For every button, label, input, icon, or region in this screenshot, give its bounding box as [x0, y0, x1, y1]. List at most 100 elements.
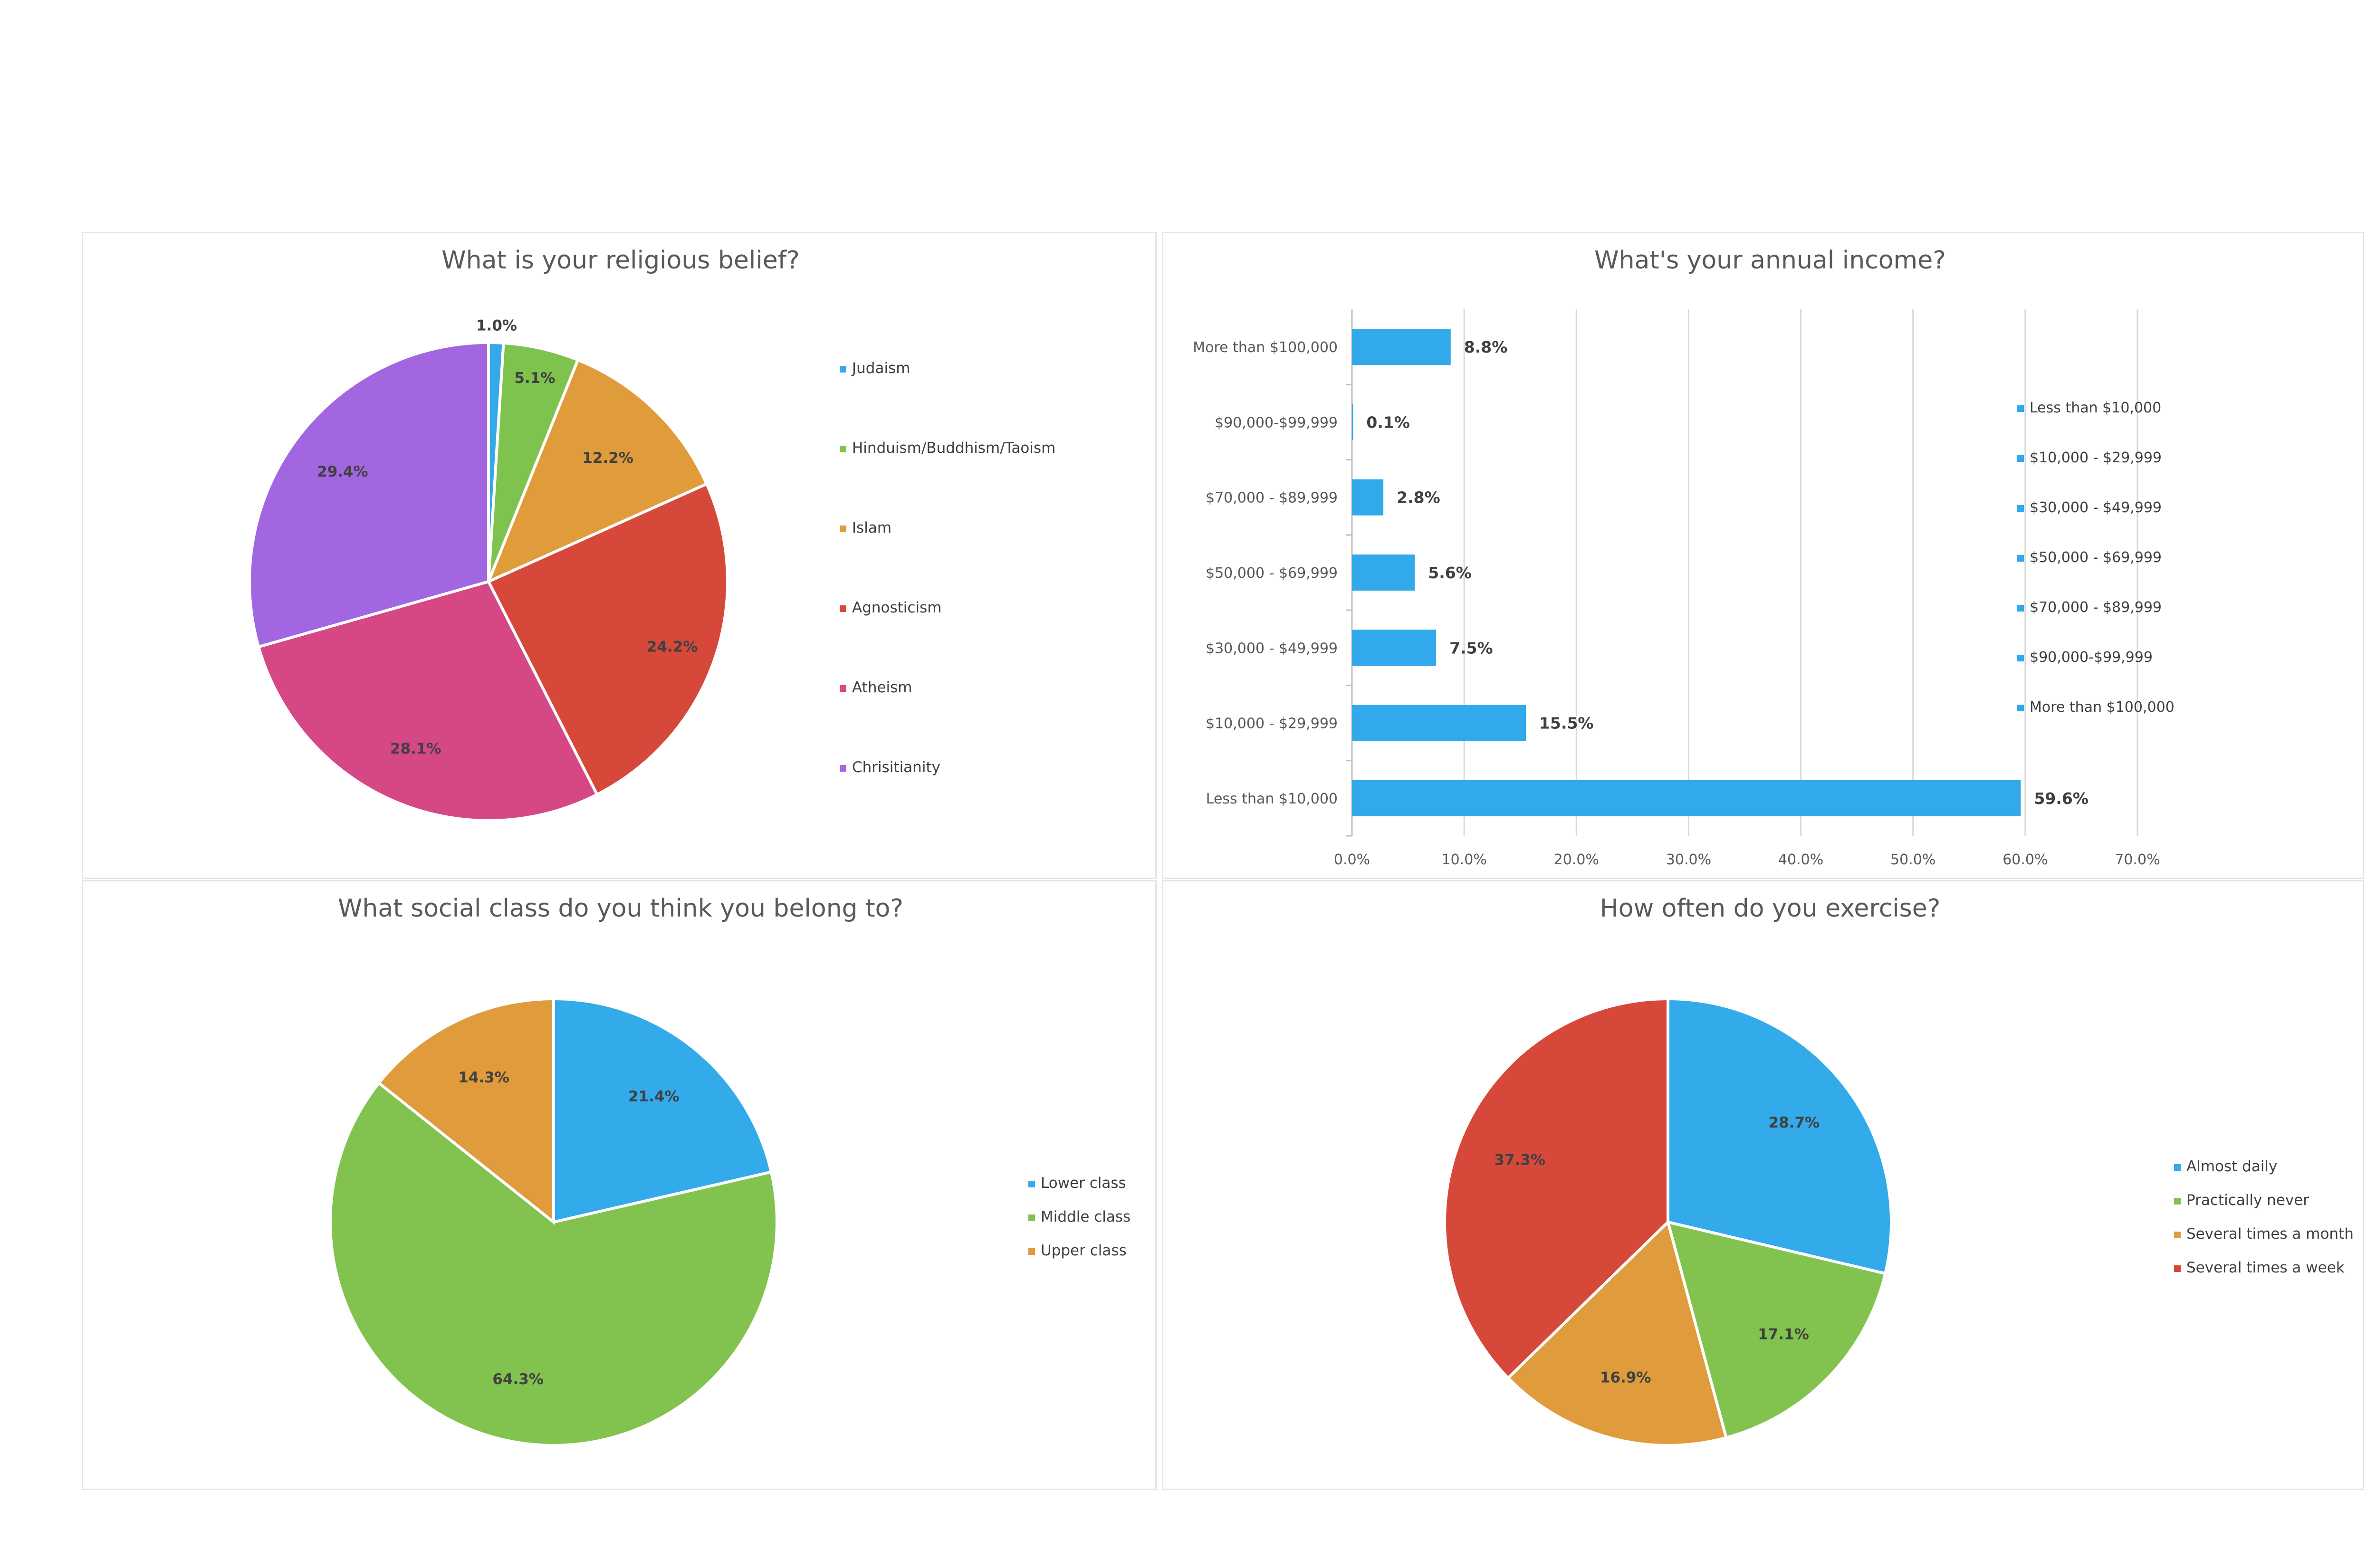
x-tick-label: 20.0%	[1554, 851, 1599, 868]
legend-label: Almost daily	[2186, 1158, 2277, 1175]
legend-swatch	[1028, 1181, 1035, 1187]
chart-title: What's your annual income?	[1594, 246, 1946, 275]
pie-slice	[257, 580, 599, 822]
y-tick-label: More than $100,000	[1193, 339, 1338, 356]
legend-swatch	[840, 526, 846, 532]
data-label: 5.6%	[1428, 564, 1472, 582]
data-label: 1.0%	[476, 317, 517, 334]
legend-swatch	[840, 446, 846, 452]
data-label: 0.1%	[1366, 413, 1410, 431]
religion-chart-panel: What is your religious belief? 1.0% 5.1% 12…	[82, 232, 1157, 879]
bar	[1352, 630, 1437, 666]
legend-label: $70,000 - $89,999	[2030, 599, 2162, 616]
pie-slice	[1443, 997, 1669, 1380]
legend-swatch	[2174, 1164, 2181, 1171]
data-label: 37.3%	[1494, 1152, 1545, 1169]
legend-label: Hinduism/Buddhism/Taoism	[852, 440, 1055, 457]
legend-label: $50,000 - $69,999	[2030, 549, 2162, 566]
legend-label: $30,000 - $49,999	[2030, 499, 2162, 516]
legend-swatch	[840, 605, 846, 612]
data-label: 21.4%	[628, 1088, 680, 1105]
legend-label: Practically never	[2186, 1192, 2309, 1209]
x-tick-label: 30.0%	[1666, 851, 1711, 868]
data-label: 17.1%	[1758, 1326, 1809, 1343]
legend-label: $90,000-$99,999	[2030, 649, 2153, 666]
legend-label: $10,000 - $29,999	[2030, 449, 2162, 466]
legend-label: Judaism	[851, 360, 910, 377]
bar	[1352, 705, 1526, 741]
y-tick-label: $10,000 - $29,999	[1206, 716, 1338, 732]
data-label: 8.8%	[1464, 338, 1508, 356]
legend-swatch	[2017, 655, 2024, 661]
pie-slice	[1506, 1219, 1728, 1447]
x-tick-label: 60.0%	[2002, 851, 2048, 868]
y-tick-label: $90,000-$99,999	[1215, 414, 1338, 431]
legend-label: Less than $10,000	[2030, 400, 2161, 416]
legend-label: More than $100,000	[2030, 699, 2175, 716]
chart-title: What is your religious belief?	[441, 246, 799, 275]
legend-swatch	[2174, 1198, 2181, 1205]
x-tick-label: 0.0%	[1334, 851, 1370, 868]
data-label: 64.3%	[492, 1371, 544, 1388]
legend-label: Atheism	[852, 679, 912, 696]
chart-title: How often do you exercise?	[1600, 894, 1941, 923]
pie-slice	[487, 341, 580, 583]
exercise-pie-chart: How often do you exercise? 28.7% 17.1% 16.9…	[1443, 894, 2354, 1447]
legend-label: Upper class	[1041, 1242, 1127, 1259]
exercise-chart-panel: How often do you exercise? 28.7% 17.1% 16.9…	[1162, 880, 2364, 1490]
legend-swatch	[2017, 455, 2024, 462]
data-label: 7.5%	[1449, 639, 1493, 657]
y-tick-label: Less than $10,000	[1206, 791, 1338, 807]
data-label: 15.5%	[1539, 714, 1594, 733]
data-label: 16.9%	[1600, 1369, 1651, 1386]
data-label: 5.1%	[514, 370, 555, 387]
data-label: 59.6%	[2034, 789, 2089, 808]
income-bar-chart: What's your annual income? 0.0% 10.0% 20.0%…	[1193, 246, 2175, 868]
legend-label: Agnosticism	[852, 599, 941, 616]
legend-label: Middle class	[1041, 1208, 1131, 1225]
chart-title: What social class do you think you belon…	[338, 894, 903, 923]
x-tick-label: 10.0%	[1441, 851, 1486, 868]
pie-slice	[329, 1081, 778, 1447]
legend-label: Islam	[852, 519, 891, 536]
legend-label: Several times a week	[2186, 1259, 2345, 1276]
bar	[1352, 404, 1353, 440]
pie-slice	[1666, 1220, 1887, 1440]
legend-swatch	[840, 685, 846, 692]
bar	[1352, 329, 1451, 365]
y-tick-label: $50,000 - $69,999	[1206, 565, 1338, 582]
bar	[1352, 479, 1384, 516]
legend-swatch	[2174, 1232, 2181, 1238]
legend-swatch	[1028, 1214, 1035, 1221]
bar	[1352, 555, 1415, 591]
legend-swatch	[2017, 505, 2024, 512]
pie-slice	[248, 341, 490, 649]
pie-slice	[1667, 997, 1893, 1275]
data-label: 28.1%	[390, 740, 441, 757]
data-label: 28.7%	[1769, 1114, 1820, 1131]
data-label: 2.8%	[1397, 488, 1440, 507]
pie-slice	[552, 997, 773, 1224]
x-tick-label: 50.0%	[1890, 851, 1935, 868]
legend-swatch	[840, 765, 846, 772]
legend-swatch	[2017, 705, 2024, 711]
income-chart-panel: What's your annual income? 0.0% 10.0% 20.0%…	[1162, 232, 2364, 879]
legend-swatch	[2017, 555, 2024, 562]
pie-slice	[486, 482, 729, 797]
religion-pie-chart: What is your religious belief? 1.0% 5.1% 12…	[248, 246, 1055, 822]
legend-swatch	[2174, 1265, 2181, 1272]
legend-swatch	[1028, 1248, 1035, 1255]
legend-swatch	[2017, 605, 2024, 612]
y-tick-label: $70,000 - $89,999	[1206, 490, 1338, 507]
pie-slice	[377, 997, 555, 1225]
pie-slice	[486, 358, 709, 584]
data-label: 12.2%	[582, 449, 633, 467]
x-tick-label: 40.0%	[1778, 851, 1823, 868]
legend-label: Several times a month	[2186, 1225, 2354, 1243]
legend-swatch	[840, 366, 846, 373]
y-tick-label: $30,000 - $49,999	[1206, 640, 1338, 657]
data-label: 14.3%	[458, 1069, 509, 1086]
bar	[1352, 780, 2021, 816]
legend-swatch	[2017, 405, 2024, 412]
legend-label: Lower class	[1041, 1175, 1126, 1192]
